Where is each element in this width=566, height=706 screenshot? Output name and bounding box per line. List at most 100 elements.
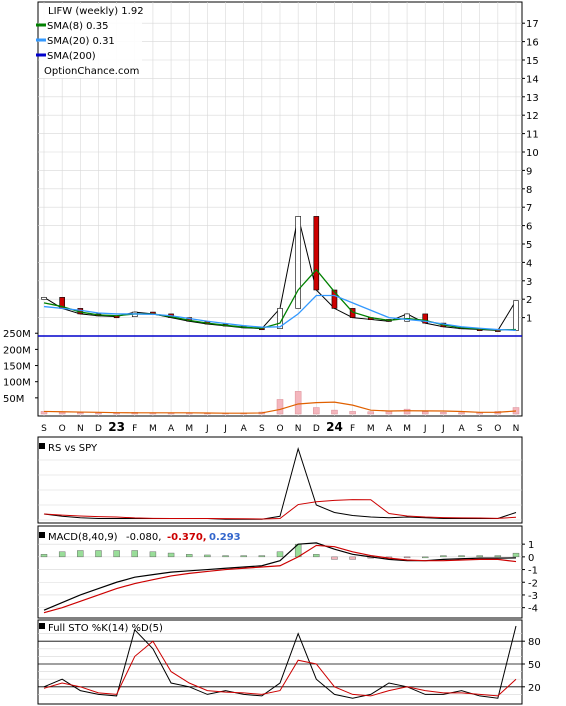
macd-histogram-bar xyxy=(222,555,229,558)
volume-tick-label: 50M xyxy=(3,394,24,405)
rs-line xyxy=(43,446,517,520)
x-tick-label: M xyxy=(185,424,193,434)
macd-tick-label: -2 xyxy=(528,578,538,589)
x-tick-label: J xyxy=(423,424,427,434)
macd-y-ticks: 1 0 -1-2 -3 -4 xyxy=(522,540,538,615)
macd-histogram-bar xyxy=(276,551,284,558)
rs-series xyxy=(43,446,517,520)
legend-sma200: SMA(200) xyxy=(47,51,96,62)
macd-histogram-bar xyxy=(494,555,502,558)
macd-histogram-bar xyxy=(476,555,483,558)
sto-tick-label: 50 xyxy=(528,660,541,671)
sto-tick-label: 80 xyxy=(528,637,541,648)
x-tick-label: O xyxy=(494,424,501,434)
x-tick-label: O xyxy=(59,424,66,434)
x-tick-label: M xyxy=(367,424,375,434)
macd-histogram-bar xyxy=(204,554,211,558)
macd-line xyxy=(43,542,517,611)
price-tick-label: 16 xyxy=(526,38,539,49)
price-tick-label: 10 xyxy=(526,148,539,159)
price-tick-label: 9 xyxy=(526,166,532,177)
volume-bar xyxy=(349,411,356,415)
macd-panel-bg xyxy=(37,525,523,619)
x-tick-label: J xyxy=(441,424,445,434)
macd-histogram-bar xyxy=(58,551,66,558)
price-candle xyxy=(41,297,47,300)
volume-y-ticks: 250M 200M 150M 100M 50M xyxy=(3,329,38,405)
macd-histogram-bar xyxy=(331,556,338,560)
volume-tick-label: 100M xyxy=(3,378,31,389)
macd-histogram xyxy=(40,543,520,560)
x-tick-label: F xyxy=(350,424,355,434)
volume-bar xyxy=(95,412,102,415)
price-panel: 17 16 15 14 13 12 11 10 9 8 7 6 5 4 3 2 1 250M 200M 150M 10… xyxy=(3,1,539,417)
rs-panel-bg xyxy=(37,436,523,524)
sto-y-ticks: 80 50 20 xyxy=(522,637,541,694)
macd-histogram-bar xyxy=(149,551,157,558)
x-tick-label: J xyxy=(205,424,209,434)
price-tick-label: 7 xyxy=(526,203,532,214)
macd-signal-line xyxy=(43,544,517,614)
rs-panel: RS vs SPY xyxy=(37,436,523,524)
legend-sma8: SMA(8) 0.35 xyxy=(47,21,108,32)
macd-signal-value: -0.370, xyxy=(167,532,207,543)
price-tick-label: 14 xyxy=(526,74,539,85)
macd-histogram-bar xyxy=(313,554,320,558)
rs-average-line xyxy=(43,499,517,520)
volume-tick-label: 150M xyxy=(3,362,31,373)
macd-histogram-bar xyxy=(512,552,520,558)
price-grid xyxy=(38,2,522,416)
macd-histogram-bar xyxy=(403,556,411,559)
volume-bar xyxy=(313,407,320,415)
x-tick-label: 23 xyxy=(108,420,125,434)
sma20-line xyxy=(43,294,517,331)
x-tick-label: D xyxy=(313,424,320,434)
price-tick-label: 3 xyxy=(526,277,532,288)
watermark: OptionChance.com xyxy=(44,66,139,77)
macd-histogram-bar xyxy=(440,555,447,558)
price-series xyxy=(38,216,522,337)
macd-histogram-bar xyxy=(113,550,120,558)
macd-tick-label: 1 xyxy=(528,540,534,551)
sto-panel: 80 50 20 Full STO %K(14) %D(5) xyxy=(37,619,541,705)
rs-title: RS vs SPY xyxy=(48,443,98,454)
macd-histogram-bar xyxy=(131,550,138,558)
price-tick-label: 15 xyxy=(526,56,539,67)
price-candle xyxy=(422,313,429,324)
x-tick-label: N xyxy=(77,424,84,434)
price-candle xyxy=(331,289,338,309)
price-tick-label: 6 xyxy=(526,222,532,233)
volume-bar xyxy=(331,409,338,415)
macd-histogram-bar xyxy=(77,550,84,558)
volume-bar xyxy=(367,411,375,415)
volume-average-line xyxy=(43,401,517,414)
volume-bars xyxy=(40,391,520,415)
volume-bar xyxy=(276,399,284,415)
price-tick-label: 12 xyxy=(526,111,539,122)
sto-title: Full STO %K(14) %D(5) xyxy=(48,623,163,634)
macd-histogram-bar xyxy=(95,550,102,558)
macd-panel: 10-1-2-3-4 MACD(8,40,9) -0.080, -0.370, … xyxy=(37,525,538,619)
volume-bar xyxy=(403,408,411,415)
volume-bar xyxy=(421,411,429,415)
price-tick-label: 13 xyxy=(526,93,539,104)
macd-tick-label: -3 xyxy=(528,591,538,602)
volume-bar xyxy=(294,391,302,415)
macd-value: -0.080, xyxy=(126,532,161,543)
x-tick-label: M xyxy=(403,424,411,434)
x-tick-label: J xyxy=(223,424,227,434)
macd-series xyxy=(43,542,517,614)
price-tick-label: 1 xyxy=(526,314,532,325)
macd-label: MACD(8,40,9) xyxy=(48,532,118,543)
macd-histogram-bar xyxy=(349,556,356,560)
x-tick-label: 24 xyxy=(326,420,343,434)
x-tick-label: A xyxy=(241,424,248,434)
macd-histogram-value: 0.293 xyxy=(209,532,241,543)
rs-legend-swatch xyxy=(39,443,45,449)
x-tick-label: D xyxy=(95,424,102,434)
price-tick-label: 17 xyxy=(526,19,539,30)
price-candle xyxy=(513,300,519,331)
x-tick-label: M xyxy=(149,424,157,434)
macd-histogram-bar xyxy=(167,552,175,558)
